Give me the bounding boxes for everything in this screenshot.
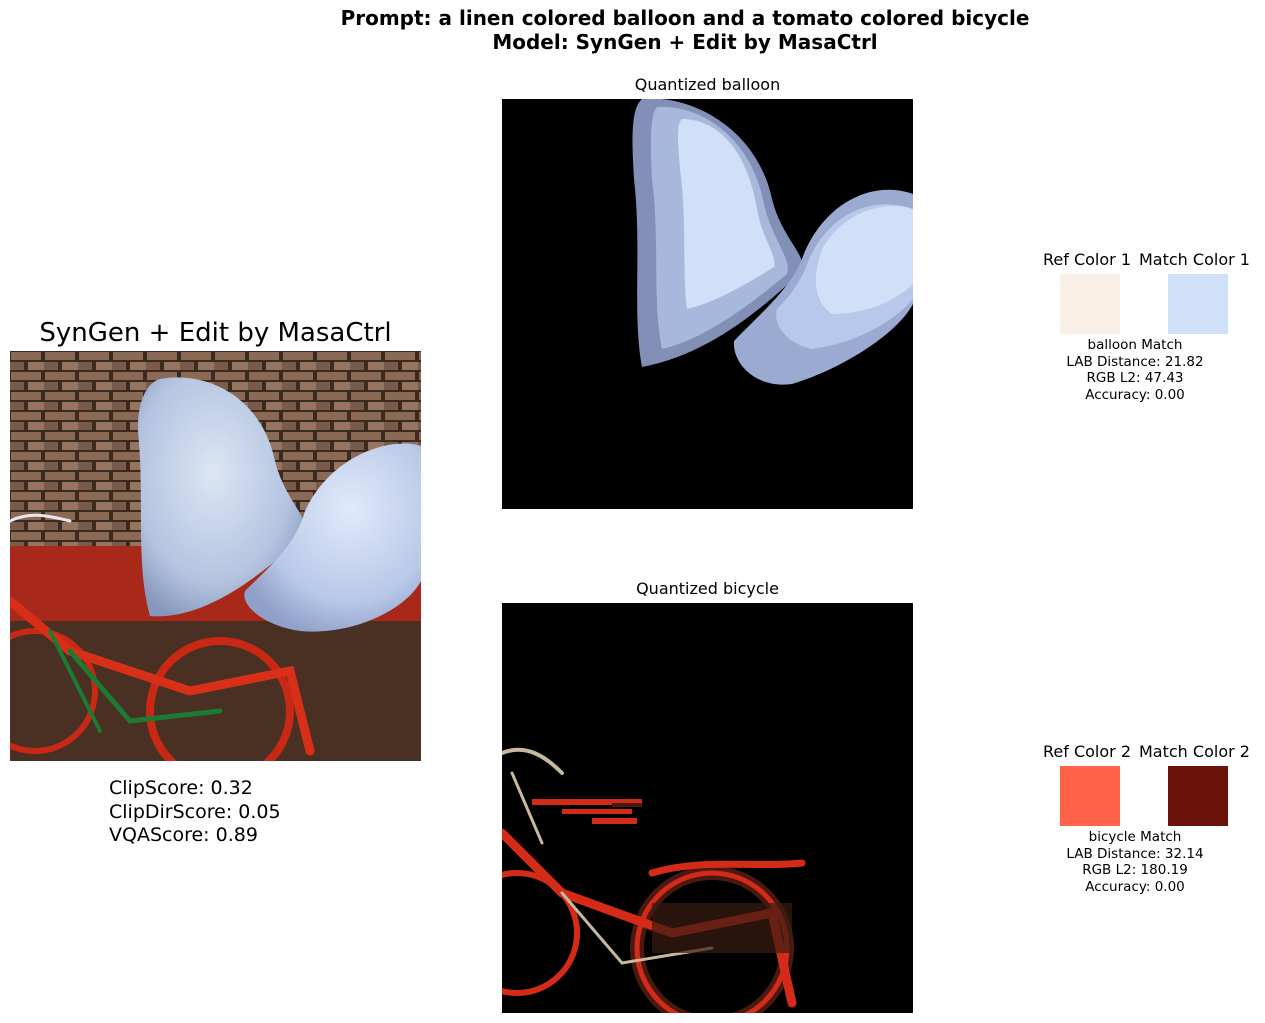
match-color-2-swatch (1168, 766, 1228, 826)
main-image-title: SynGen + Edit by MasaCtrl (39, 318, 392, 348)
prompt-line: Prompt: a linen colored balloon and a to… (340, 6, 1030, 30)
quantized-balloon-image (502, 99, 913, 509)
model-line: Model: SynGen + Edit by MasaCtrl (492, 30, 878, 54)
match-color-1-swatch (1168, 274, 1228, 334)
metric-line: bicycle Match (1088, 829, 1182, 845)
ref-color-1-label: Ref Color 1 (1043, 250, 1131, 269)
clip-score: ClipScore: 0.32 (109, 777, 253, 799)
ref-color-2-swatch (1060, 766, 1120, 826)
match-color-2-label: Match Color 2 (1139, 742, 1250, 761)
metric-line: Accuracy: 0.00 (1085, 386, 1185, 403)
score-block: ClipScore: 0.32 ClipDirScore: 0.05 VQASc… (109, 777, 281, 848)
metric-line: LAB Distance: 32.14 (1066, 845, 1204, 862)
figure-title: Prompt: a linen colored balloon and a to… (0, 6, 1265, 54)
ref-color-2-label: Ref Color 2 (1043, 742, 1131, 761)
balloon-match-metrics: balloon Match LAB Distance: 21.82 RGB L2… (1035, 337, 1235, 403)
metric-line: RGB L2: 180.19 (1082, 862, 1188, 878)
quantized-bicycle-title: Quantized bicycle (636, 579, 779, 598)
metric-line: Accuracy: 0.00 (1085, 878, 1185, 895)
vqa-score: VQAScore: 0.89 (109, 824, 258, 846)
quantized-balloon-art (502, 99, 913, 509)
ref-color-1-swatch (1060, 274, 1120, 334)
generated-image-art (10, 351, 421, 761)
clip-dir-score: ClipDirScore: 0.05 (109, 800, 281, 823)
quantized-bicycle-image (502, 603, 913, 1013)
quantized-bicycle-art (502, 603, 913, 1013)
match-color-1-label: Match Color 1 (1139, 250, 1250, 269)
metric-line: balloon Match (1087, 337, 1183, 353)
quantized-balloon-title: Quantized balloon (634, 75, 781, 94)
metric-line: RGB L2: 47.43 (1086, 370, 1184, 386)
bicycle-match-metrics: bicycle Match LAB Distance: 32.14 RGB L2… (1035, 829, 1235, 895)
metric-line: LAB Distance: 21.82 (1066, 353, 1204, 370)
generated-image (10, 351, 421, 761)
